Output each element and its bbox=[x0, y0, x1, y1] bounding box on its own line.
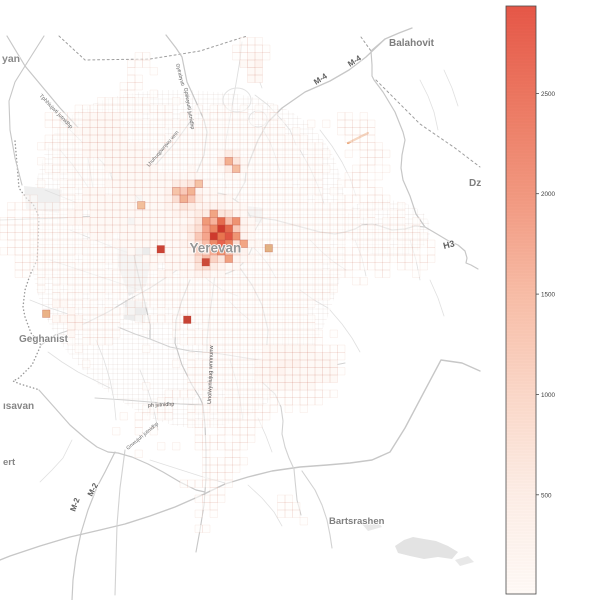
svg-text:2500: 2500 bbox=[541, 91, 556, 98]
svg-text:ph jutnidhp: ph jutnidhp bbox=[148, 402, 175, 409]
svg-text:ısavan: ısavan bbox=[3, 401, 34, 412]
svg-text:Yerevan: Yerevan bbox=[190, 241, 242, 256]
svg-text:ert: ert bbox=[3, 457, 16, 468]
svg-text:Unolwyniujug wnnnunw: Unolwyniujug wnnnunw bbox=[207, 344, 215, 404]
svg-text:Gytrabyuti: Gytrabyuti bbox=[174, 63, 185, 87]
svg-text:H3: H3 bbox=[442, 238, 456, 250]
svg-text:yan: yan bbox=[2, 53, 20, 65]
svg-text:1000: 1000 bbox=[541, 392, 556, 399]
svg-text:Balahovit: Balahovit bbox=[389, 38, 435, 49]
svg-text:1500: 1500 bbox=[541, 292, 556, 299]
svg-text:Geghanist: Geghanist bbox=[19, 334, 69, 345]
svg-text:2000: 2000 bbox=[541, 191, 556, 198]
svg-text:Dz: Dz bbox=[469, 178, 481, 189]
svg-text:Bartsrashen: Bartsrashen bbox=[329, 516, 385, 527]
svg-text:500: 500 bbox=[541, 492, 552, 499]
